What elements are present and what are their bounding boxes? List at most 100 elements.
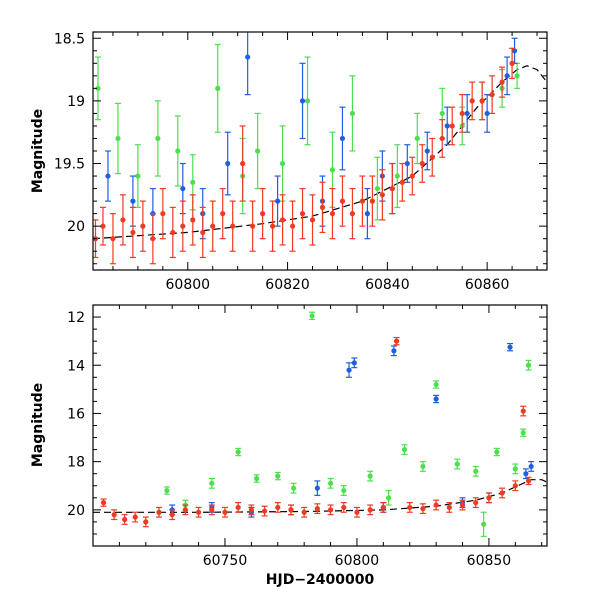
- blue-data-point: [507, 342, 514, 352]
- red-data-point: [299, 187, 306, 240]
- blue-data-point: [464, 94, 471, 133]
- blue-data-point: [364, 187, 371, 240]
- red-data-point: [159, 187, 166, 240]
- red-data-point: [353, 506, 360, 518]
- green-data-point: [419, 461, 426, 472]
- green-data-point: [340, 485, 347, 496]
- red-data-point: [274, 502, 281, 513]
- green-data-point: [214, 43, 221, 133]
- y-tick-label: 19: [67, 94, 85, 110]
- top-panel-axes: 60800 60820 60840 60860 18.5 19 19.5 20: [54, 31, 547, 293]
- y-tick-label: 20: [67, 219, 85, 235]
- red-data-point: [406, 502, 413, 513]
- blue-data-point: [528, 461, 535, 472]
- red-data-point: [169, 509, 176, 521]
- green-data-point: [367, 470, 374, 482]
- red-data-point: [239, 125, 246, 202]
- red-data-point: [155, 506, 162, 518]
- blue-data-point: [433, 394, 440, 404]
- red-data-point: [261, 505, 268, 517]
- green-data-point: [493, 447, 500, 457]
- red-data-point: [327, 504, 334, 516]
- blue-data-point: [346, 362, 353, 378]
- red-data-point: [485, 492, 492, 504]
- green-data-point: [163, 486, 170, 495]
- red-data-point: [235, 502, 242, 513]
- x-tick-label: 60840: [365, 277, 410, 293]
- green-data-point: [279, 125, 286, 202]
- red-data-point: [189, 194, 196, 246]
- green-data-point: [309, 311, 316, 321]
- red-data-point: [459, 499, 466, 511]
- green-data-point: [274, 471, 281, 481]
- x-tick-label: 60820: [265, 277, 310, 293]
- green-data-point: [235, 447, 242, 457]
- y-tick-label: 18.5: [54, 31, 85, 47]
- red-data-point: [489, 75, 496, 115]
- red-data-point: [319, 181, 326, 234]
- green-data-point: [480, 511, 487, 537]
- red-data-point: [209, 200, 216, 252]
- red-data-point: [419, 503, 426, 515]
- blue-data-point: [224, 131, 231, 196]
- blue-data-point: [299, 62, 306, 140]
- bottom-panel-ylabel: Magnitude: [30, 383, 46, 467]
- red-data-point: [208, 504, 215, 516]
- red-data-point: [369, 175, 376, 227]
- bottom-panel-plot-area: [93, 311, 547, 537]
- red-data-point: [132, 511, 139, 523]
- red-data-point: [248, 504, 255, 516]
- x-tick-label: 60750: [203, 553, 248, 569]
- blue-data-point: [484, 94, 491, 133]
- red-data-point: [399, 162, 406, 202]
- green-data-point: [414, 112, 421, 165]
- red-data-point: [419, 144, 426, 183]
- red-data-point: [309, 194, 316, 246]
- green-data-point: [349, 75, 356, 152]
- red-data-point: [259, 187, 266, 240]
- red-data-point: [129, 206, 136, 259]
- x-tick-label: 60800: [335, 553, 380, 569]
- green-data-point: [114, 102, 121, 175]
- green-data-point: [327, 477, 334, 489]
- red-data-point: [269, 200, 276, 252]
- red-data-point: [182, 504, 189, 516]
- red-data-point: [520, 405, 527, 417]
- red-data-point: [367, 504, 374, 516]
- blue-data-point: [351, 357, 358, 369]
- red-data-point: [499, 487, 506, 499]
- green-data-point: [94, 56, 101, 121]
- red-data-point: [169, 206, 176, 259]
- green-data-point: [520, 428, 527, 437]
- red-data-point: [249, 200, 256, 252]
- x-tick-label: 60850: [467, 553, 512, 569]
- red-data-point: [379, 169, 386, 221]
- red-data-point: [469, 81, 476, 121]
- green-data-point: [525, 359, 532, 371]
- red-data-point: [409, 156, 416, 196]
- bottom-panel-axes: 60750 60800 60850 12 14 16 18 20: [67, 304, 547, 569]
- red-data-point: [449, 106, 456, 146]
- red-data-point: [446, 502, 453, 513]
- blue-data-point: [339, 106, 346, 171]
- red-data-point: [142, 516, 149, 528]
- red-data-point: [99, 206, 106, 246]
- top-panel-ylabel: Magnitude: [30, 109, 46, 193]
- red-data-point: [119, 194, 126, 246]
- bottom-panel-xlabel: HJD−2400000: [266, 572, 375, 588]
- y-tick-label: 16: [67, 406, 85, 422]
- red-data-point: [499, 66, 506, 98]
- green-data-point: [290, 482, 297, 494]
- model-curve: [93, 479, 547, 513]
- top-panel: 60800 60820 60840 60860 18.5 19 19.5 20 Magnitu…: [30, 31, 548, 293]
- blue-data-point: [314, 480, 321, 496]
- green-data-point: [512, 463, 519, 475]
- red-data-point: [219, 187, 226, 240]
- red-data-point: [525, 476, 532, 486]
- red-data-point: [139, 200, 146, 252]
- red-data-point: [439, 119, 446, 158]
- red-data-point: [289, 200, 296, 252]
- red-data-point: [199, 206, 206, 259]
- green-data-point: [154, 100, 161, 177]
